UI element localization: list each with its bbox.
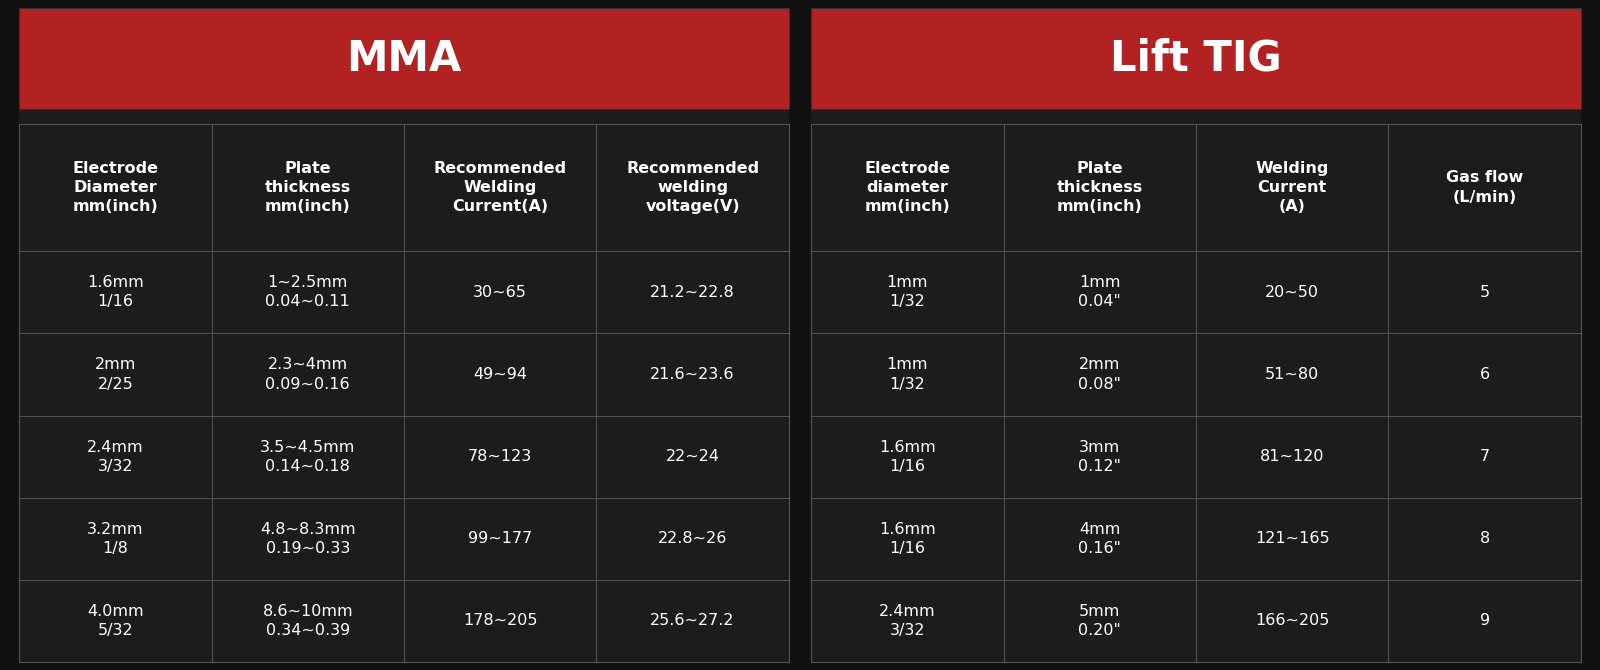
Text: Electrode
diameter
mm(inch): Electrode diameter mm(inch) [864, 161, 950, 214]
Text: 2.4mm
3/32: 2.4mm 3/32 [878, 604, 936, 638]
Text: 1.6mm
1/16: 1.6mm 1/16 [878, 440, 936, 474]
Text: 8: 8 [1480, 531, 1490, 546]
Text: 1mm
1/32: 1mm 1/32 [886, 357, 928, 391]
Bar [19, 124, 789, 251]
Bar [811, 8, 1581, 109]
Bar [811, 251, 1581, 334]
Text: 1.6mm
1/16: 1.6mm 1/16 [878, 522, 936, 556]
Text: Lift TIG: Lift TIG [1110, 38, 1282, 80]
Bar [19, 124, 789, 662]
Text: 2mm
0.08": 2mm 0.08" [1078, 357, 1122, 391]
Text: 178~205: 178~205 [462, 614, 538, 628]
Text: 4.8~8.3mm
0.19~0.33: 4.8~8.3mm 0.19~0.33 [259, 522, 355, 556]
Text: 1mm
1/32: 1mm 1/32 [886, 275, 928, 310]
Text: 1mm
0.04": 1mm 0.04" [1078, 275, 1122, 310]
Text: 2.4mm
3/32: 2.4mm 3/32 [86, 440, 144, 474]
Text: 4mm
0.16": 4mm 0.16" [1078, 522, 1122, 556]
Text: 7: 7 [1480, 449, 1490, 464]
Text: 22~24: 22~24 [666, 449, 720, 464]
Bar [811, 580, 1581, 662]
Text: Gas flow
(L/min): Gas flow (L/min) [1446, 170, 1523, 204]
Text: 51~80: 51~80 [1266, 367, 1320, 382]
Text: 21.2~22.8: 21.2~22.8 [650, 285, 734, 300]
Text: 9: 9 [1480, 614, 1490, 628]
Text: 2mm
2/25: 2mm 2/25 [94, 357, 136, 391]
Text: 3.5~4.5mm
0.14~0.18: 3.5~4.5mm 0.14~0.18 [261, 440, 355, 474]
Text: 22.8~26: 22.8~26 [658, 531, 728, 546]
Text: 81~120: 81~120 [1259, 449, 1325, 464]
Text: 99~177: 99~177 [469, 531, 533, 546]
Bar [811, 124, 1581, 251]
Bar [811, 109, 1581, 124]
Text: 25.6~27.2: 25.6~27.2 [650, 614, 734, 628]
Text: Plate
thickness
mm(inch): Plate thickness mm(inch) [1056, 161, 1142, 214]
Text: 1~2.5mm
0.04~0.11: 1~2.5mm 0.04~0.11 [266, 275, 350, 310]
Bar [19, 251, 789, 334]
Bar [19, 334, 789, 415]
Text: 6: 6 [1480, 367, 1490, 382]
Bar [19, 8, 789, 109]
Bar [19, 498, 789, 580]
Text: 5mm
0.20": 5mm 0.20" [1078, 604, 1122, 638]
Text: 3.2mm
1/8: 3.2mm 1/8 [86, 522, 144, 556]
Bar [811, 498, 1581, 580]
Text: 4.0mm
5/32: 4.0mm 5/32 [86, 604, 144, 638]
Text: 166~205: 166~205 [1254, 614, 1330, 628]
Text: 5: 5 [1480, 285, 1490, 300]
Text: MMA: MMA [346, 38, 462, 80]
Text: 2.3~4mm
0.09~0.16: 2.3~4mm 0.09~0.16 [266, 357, 350, 391]
Text: 20~50: 20~50 [1266, 285, 1318, 300]
Text: 30~65: 30~65 [474, 285, 526, 300]
Text: 3mm
0.12": 3mm 0.12" [1078, 440, 1122, 474]
Text: Electrode
Diameter
mm(inch): Electrode Diameter mm(inch) [72, 161, 158, 214]
Text: Plate
thickness
mm(inch): Plate thickness mm(inch) [264, 161, 350, 214]
Text: 78~123: 78~123 [469, 449, 533, 464]
Text: 49~94: 49~94 [474, 367, 528, 382]
Bar [811, 334, 1581, 415]
Bar [19, 580, 789, 662]
Bar [811, 8, 1581, 109]
Text: 8.6~10mm
0.34~0.39: 8.6~10mm 0.34~0.39 [262, 604, 354, 638]
Bar [811, 124, 1581, 662]
Text: 121~165: 121~165 [1254, 531, 1330, 546]
Bar [19, 415, 789, 498]
Text: 21.6~23.6: 21.6~23.6 [650, 367, 734, 382]
Bar [19, 8, 789, 109]
Text: Recommended
welding
voltage(V): Recommended welding voltage(V) [626, 161, 758, 214]
Bar [19, 109, 789, 124]
Text: 1.6mm
1/16: 1.6mm 1/16 [86, 275, 144, 310]
Text: Welding
Current
(A): Welding Current (A) [1256, 161, 1330, 214]
Text: Recommended
Welding
Current(A): Recommended Welding Current(A) [434, 161, 566, 214]
Bar [811, 415, 1581, 498]
